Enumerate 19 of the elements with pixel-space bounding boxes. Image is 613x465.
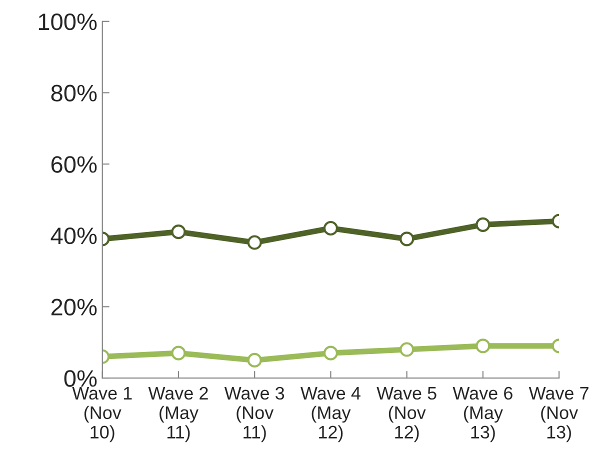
y-tick-label: 0% [64,370,97,387]
x-tick-label: Wave 3 (Nov 11) [224,386,284,442]
point [400,342,414,357]
y-tick-label: 20% [51,298,97,316]
y-tick-label: 40% [50,227,97,244]
x-tick-label: Wave 5 (Nov 12) [376,387,436,442]
point [323,346,338,360]
y-tick-label: 80% [51,84,97,102]
x-tick-label: Wave 7 (Nov 13) [528,387,588,442]
point [247,352,262,368]
x-tick-label: Wave 2 (May 11) [148,386,208,442]
y-tick-label: 60% [51,156,97,173]
point [400,232,414,246]
x-tick-label: Wave 4 (May 12) [300,387,360,442]
x-tick-label: Wave 6 (May 13) [452,386,512,442]
y-tick-label: 100% [38,13,97,30]
point [247,235,262,250]
point [323,220,338,236]
x-tick-label: Wave 1 (Nov 10) [72,387,132,442]
